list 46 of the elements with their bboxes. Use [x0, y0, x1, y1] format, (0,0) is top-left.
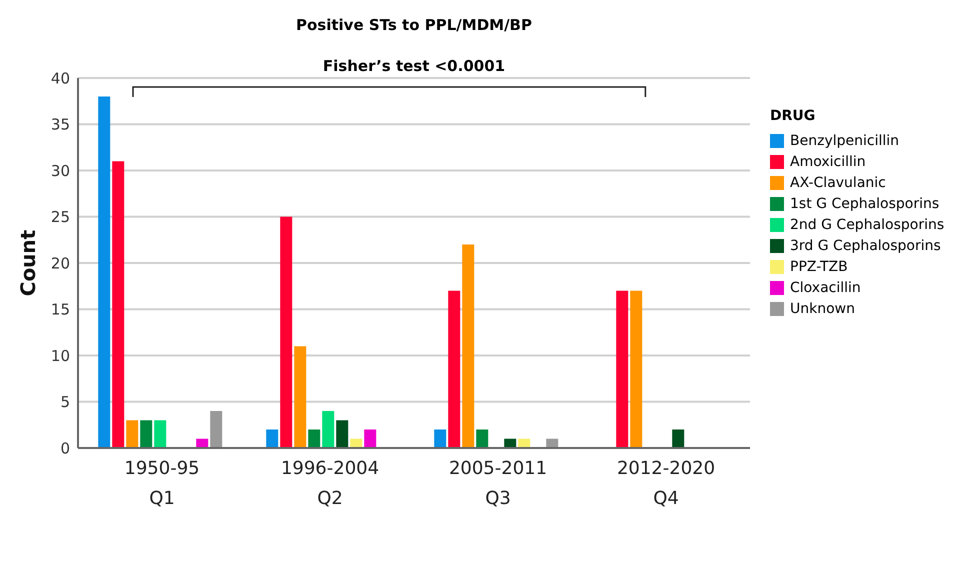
legend-label: Cloxacillin: [790, 280, 861, 296]
bar: [308, 430, 320, 448]
bar: [672, 430, 684, 448]
bar: [322, 411, 334, 448]
bar: [616, 290, 628, 448]
chart-title: Positive STs to PPL/MDM/BP: [295, 16, 533, 34]
bar: [448, 290, 460, 448]
bar: [462, 244, 474, 448]
y-tick-label: 10: [50, 346, 70, 365]
bar: [266, 430, 278, 448]
legend-label: 3rd G Cephalosporins: [790, 238, 941, 254]
legend-label: Amoxicillin: [790, 154, 866, 170]
bar: [154, 420, 166, 448]
bar: [126, 420, 138, 448]
y-tick-label: 35: [50, 116, 70, 134]
bar: [434, 430, 446, 448]
x-tick-label: 2005-2011 Q3: [448, 458, 548, 509]
y-tick-label: 0: [60, 439, 70, 458]
y-axis-title: Count: [16, 229, 40, 296]
bar: [336, 420, 348, 448]
text: Fisher’s test <0.0001: [314, 57, 514, 75]
y-tick-label: 5: [60, 393, 70, 412]
x-tick-label: 1950-95 Q1: [124, 458, 200, 509]
bar: [210, 411, 222, 448]
x-tick-label: 2012-2020 Q4: [616, 458, 716, 509]
legend-label: 1st G Cephalosporins: [790, 196, 940, 212]
bar: [280, 216, 292, 448]
legend-title: DRUG: [770, 108, 816, 124]
y-tick-label: 25: [50, 208, 70, 226]
legend-label: AX-Clavulanic: [790, 174, 886, 190]
legend-label: Unknown: [790, 300, 855, 316]
y-tick-label: 30: [50, 162, 70, 180]
legend-label: 2nd G Cephalosporins: [790, 216, 944, 232]
bar: [294, 346, 306, 448]
bar: [98, 96, 110, 448]
y-tick-label: 20: [50, 254, 70, 272]
legend-label: Benzylpenicillin: [790, 132, 900, 148]
x-tick-label: 1996-2004 Q2: [280, 458, 380, 509]
y-tick-label: 15: [50, 300, 70, 319]
legend-label: PPZ-TZB: [790, 258, 848, 274]
bar: [112, 161, 124, 448]
y-tick-label: 40: [50, 69, 70, 88]
bar: [476, 430, 488, 448]
bar: [140, 420, 152, 448]
bar: [630, 290, 642, 448]
bar: [364, 430, 376, 448]
